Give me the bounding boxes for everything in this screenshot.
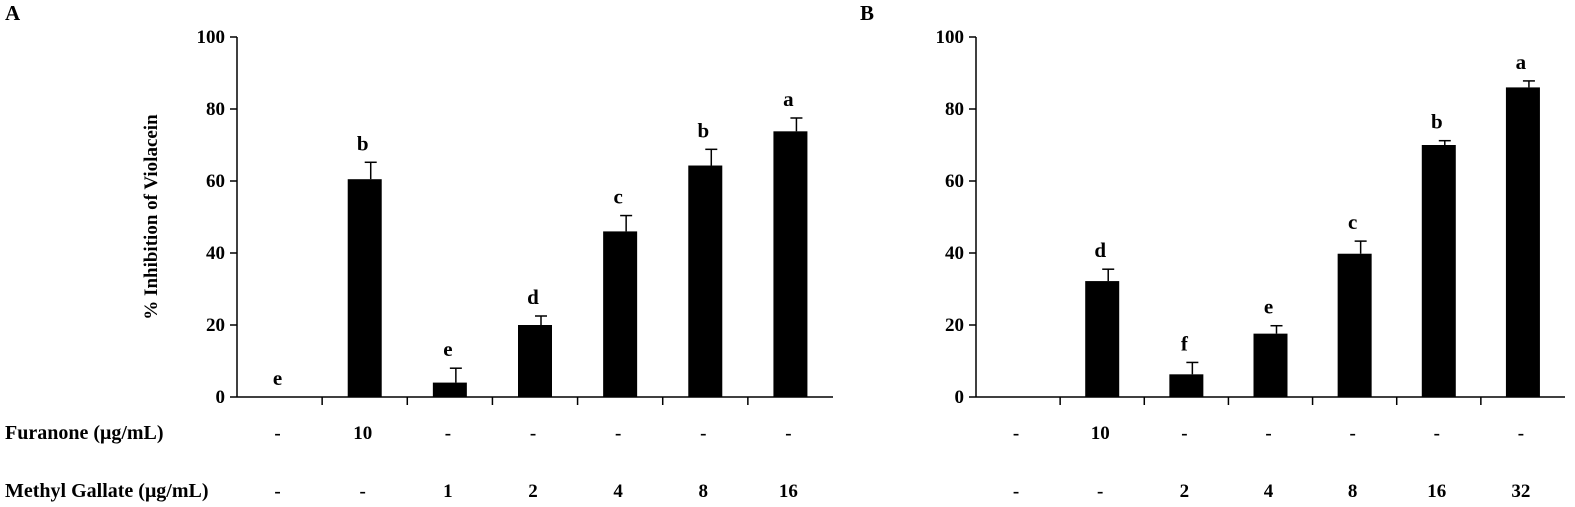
- panel-b-y-tick-label: 0: [955, 387, 965, 408]
- panel-b-bar: [1253, 333, 1288, 397]
- panel-b-y-tick-label: 80: [945, 99, 964, 120]
- panel-b-methyl-gallate-value: -: [1013, 481, 1019, 502]
- panel-a-furanone-value: -: [700, 423, 706, 444]
- panel-b-methyl-gallate-value: 32: [1511, 481, 1530, 502]
- panel-b-significance-label: d: [1094, 238, 1106, 262]
- panel-b-furanone-value: 10: [1091, 423, 1110, 444]
- panel-b-bar: [1169, 374, 1204, 397]
- panel-b-y-tick-label: 60: [945, 171, 964, 192]
- panel-a-y-tick-label: 80: [206, 99, 225, 120]
- panel-a-methyl-gallate-value: 16: [779, 481, 798, 502]
- panel-a-furanone-value: -: [530, 423, 536, 444]
- panel-a-y-tick-label: 100: [197, 27, 226, 48]
- panel-b-y-tick-label: 40: [945, 243, 964, 264]
- panel-a-significance-label: a: [783, 87, 794, 111]
- panel-b-furanone-value: -: [1518, 423, 1524, 444]
- panel-a-furanone-value: -: [785, 423, 791, 444]
- panel-b-significance-label: e: [1264, 295, 1273, 319]
- furanone-row-label: Furanone (μg/mL): [5, 422, 164, 444]
- panel-b-methyl-gallate-value: 2: [1180, 481, 1190, 502]
- panel-b-significance-label: c: [1348, 210, 1357, 234]
- panel-a-methyl-gallate-value: -: [274, 481, 280, 502]
- panel-a-significance-label: b: [697, 118, 709, 142]
- panel-a-methyl-gallate-value: 4: [613, 481, 623, 502]
- panel-a-label: A: [5, 1, 21, 25]
- panel-b-significance-label: b: [1431, 110, 1443, 134]
- panel-b-methyl-gallate-value: 16: [1427, 481, 1446, 502]
- panel-a-y-tick-label: 60: [206, 171, 225, 192]
- panel-a-y-axis-label: % Inhibition of Violacein: [141, 114, 162, 320]
- panel-b-bar: [1085, 281, 1120, 397]
- panel-a-bar: [773, 131, 808, 397]
- panel-a-significance-label: c: [613, 185, 622, 209]
- panel-a-bar: [518, 325, 552, 397]
- panel-b-significance-label: a: [1516, 50, 1527, 74]
- panel-b-furanone-value: -: [1434, 423, 1440, 444]
- panel-a-bar: [603, 231, 638, 397]
- panel-b-significance-label: f: [1181, 331, 1189, 355]
- panel-a-bar: [347, 179, 382, 397]
- panel-b-y-tick-label: 20: [945, 315, 964, 336]
- panel-a-furanone-value: 10: [353, 423, 372, 444]
- panel-a-bar: [688, 165, 723, 397]
- panel-b-furanone-value: -: [1013, 423, 1019, 444]
- panel-a-significance-label: e: [273, 366, 282, 390]
- panel-b-bar: [1421, 145, 1456, 397]
- panel-b-furanone-value: -: [1181, 423, 1187, 444]
- panel-b-bar: [1505, 87, 1540, 398]
- panel-a-methyl-gallate-value: -: [360, 481, 366, 502]
- panel-a-significance-label: e: [443, 337, 452, 361]
- panel-b-methyl-gallate-value: 4: [1264, 481, 1274, 502]
- panel-a-furanone-value: -: [615, 423, 621, 444]
- panel-b-methyl-gallate-value: -: [1097, 481, 1103, 502]
- panel-a-furanone-value: -: [274, 423, 280, 444]
- panel-a-furanone-value: -: [445, 423, 451, 444]
- panel-a-bar: [432, 382, 467, 397]
- panel-b-label: B: [860, 1, 874, 25]
- methyl-gallate-row-label: Methyl Gallate (μg/mL): [5, 480, 209, 502]
- panel-a-methyl-gallate-value: 2: [528, 481, 538, 502]
- panel-b-y-tick-label: 100: [936, 27, 965, 48]
- panel-b-methyl-gallate-value: 8: [1348, 481, 1358, 502]
- panel-a-y-tick-label: 40: [206, 243, 225, 264]
- panel-a-methyl-gallate-value: 8: [699, 481, 709, 502]
- panel-a-y-tick-label: 0: [216, 387, 226, 408]
- panel-b-furanone-value: -: [1349, 423, 1355, 444]
- panel-a-methyl-gallate-value: 1: [443, 481, 453, 502]
- panel-a-significance-label: d: [527, 285, 539, 309]
- panel-a-y-tick-label: 20: [206, 315, 225, 336]
- panel-b-furanone-value: -: [1265, 423, 1271, 444]
- panel-b-bar: [1337, 253, 1372, 397]
- panel-a-significance-label: b: [357, 131, 369, 155]
